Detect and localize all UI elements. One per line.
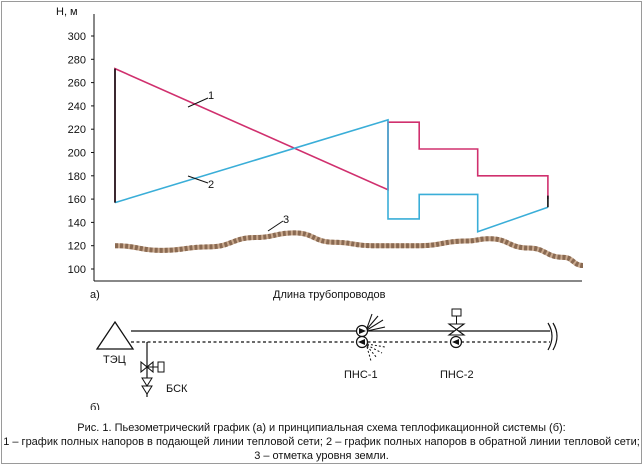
y-tick-label: 240 bbox=[68, 101, 86, 113]
series-group bbox=[114, 67, 584, 269]
y-ticks: 300 280 260 240 220 200 180 160 140 120 100 bbox=[68, 31, 94, 276]
y-tick-label: 280 bbox=[68, 54, 86, 66]
leader-line-3 bbox=[267, 220, 284, 232]
panel-a-label: а) bbox=[90, 289, 100, 301]
bsk-actuator-icon bbox=[157, 361, 165, 373]
caption-legend-1-2: 1 – график полных напоров в подающей лин… bbox=[3, 436, 640, 448]
y-tick-label: 200 bbox=[68, 148, 86, 160]
pns1-supply-pump-triangle bbox=[359, 328, 366, 334]
tets-label: ТЭЦ bbox=[103, 354, 126, 366]
y-tick-label: 300 bbox=[68, 31, 86, 43]
pns2-label: ПНС-2 bbox=[440, 369, 474, 381]
piezometric-chart: Н, м 300 280 260 240 220 200 180 160 140 120 100 1… bbox=[56, 6, 584, 410]
series-1-line bbox=[114, 67, 549, 203]
y-tick-label: 160 bbox=[68, 194, 86, 206]
y-tick-label: 140 bbox=[68, 217, 86, 229]
leader-line-2 bbox=[187, 175, 209, 184]
pipe-break-icon-2 bbox=[552, 322, 558, 351]
curve-label-2: 2 bbox=[208, 179, 214, 191]
y-tick-label: 180 bbox=[68, 171, 86, 183]
leader-line-1 bbox=[187, 97, 209, 108]
bsk-flow-arrow-icon bbox=[141, 377, 153, 395]
pipe-break-icon bbox=[547, 322, 553, 351]
series-2-line bbox=[114, 118, 549, 233]
y-tick-label: 260 bbox=[68, 78, 86, 90]
panel-b-label: б) bbox=[90, 402, 100, 410]
pns1-return-pump-triangle bbox=[358, 339, 365, 345]
y-tick-label: 100 bbox=[68, 264, 86, 276]
y-axis-label: Н, м bbox=[56, 6, 78, 18]
pns2-valve-icon bbox=[447, 323, 466, 336]
pns1-discharge-rays-icon bbox=[366, 313, 386, 332]
pns2-return-pump-triangle bbox=[452, 339, 459, 345]
heating-scheme: ТЭЦ БСК П bbox=[90, 308, 558, 410]
series-3-ground-line bbox=[114, 230, 584, 269]
y-tick-label: 220 bbox=[68, 124, 86, 136]
tets-triangle-icon bbox=[95, 320, 135, 350]
pns2-actuator-icon bbox=[451, 308, 462, 317]
y-tick-label: 120 bbox=[68, 241, 86, 253]
caption-title: Рис. 1. Пьезометрический график (а) и пр… bbox=[77, 422, 566, 434]
pns1-label: ПНС-1 bbox=[344, 369, 378, 381]
curve-label-1: 1 bbox=[208, 90, 214, 102]
pns1-suction-rays-icon bbox=[366, 343, 386, 362]
caption-legend-3: 3 – отметка уровня земли. bbox=[254, 450, 389, 462]
bsk-label: БСК bbox=[166, 383, 188, 395]
curve-label-3: 3 bbox=[283, 214, 289, 226]
x-axis-label: Длина трубопроводов bbox=[273, 289, 386, 301]
